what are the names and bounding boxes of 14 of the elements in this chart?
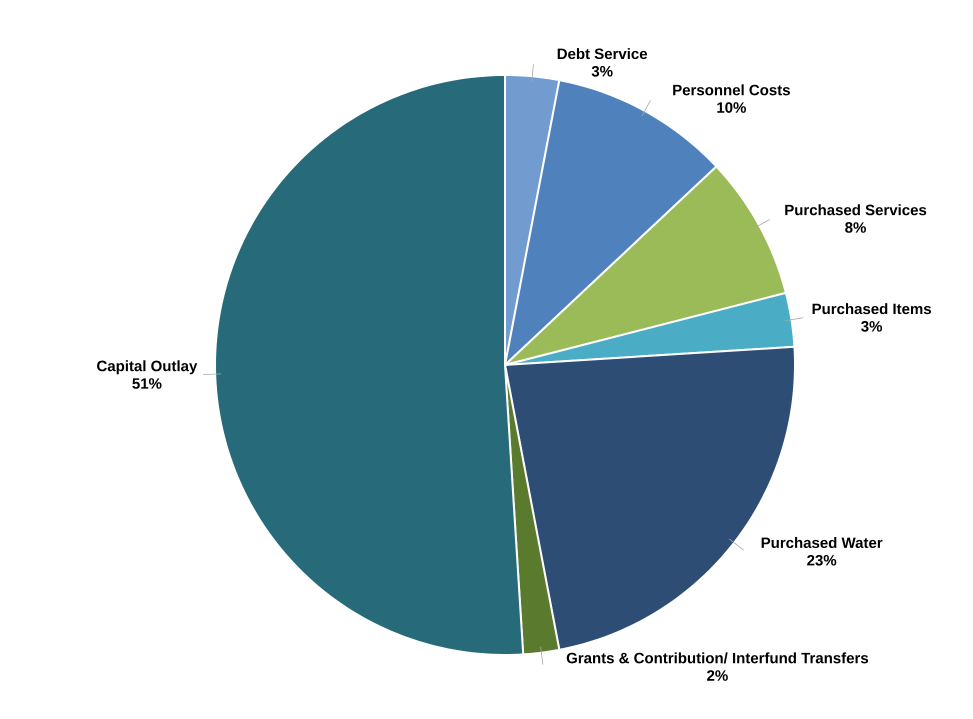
data-label: 3% bbox=[861, 321, 882, 332]
slice-label: Debt Service bbox=[558, 48, 648, 60]
slice-label: Capital Outlay bbox=[97, 360, 198, 374]
slice-label: Purchased Items bbox=[812, 303, 932, 314]
slice-label: Personnel Costs bbox=[673, 84, 790, 96]
data-label: 51% bbox=[132, 378, 162, 389]
slice-label: Purchased Water bbox=[762, 537, 882, 548]
data-label: 10% bbox=[717, 102, 746, 113]
slice-label: Grants & Contribution/ Interfund Transfers bbox=[566, 652, 868, 664]
data-label: 3% bbox=[592, 66, 613, 77]
data-label: 23% bbox=[807, 554, 836, 566]
slice-label: Purchased Services bbox=[785, 204, 926, 216]
data-label: 8% bbox=[845, 222, 866, 233]
data-label: 2% bbox=[707, 670, 728, 681]
